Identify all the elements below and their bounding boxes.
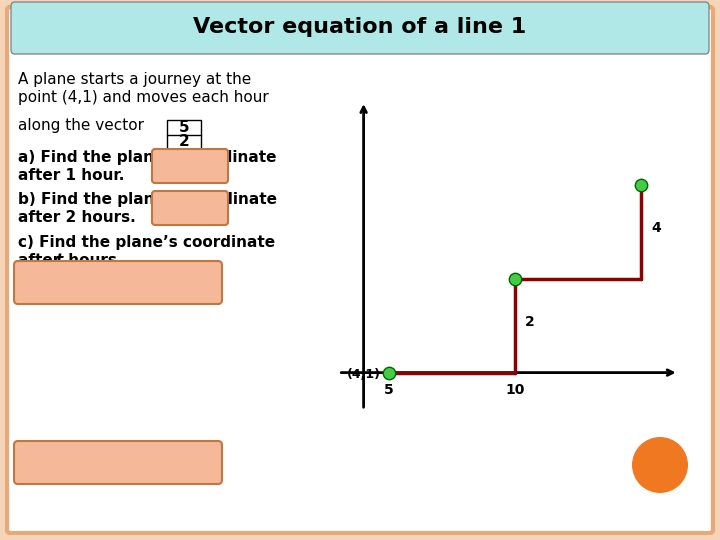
Text: 4: 4 <box>651 221 661 235</box>
Point <box>509 275 521 284</box>
Point <box>635 181 647 190</box>
Text: after 1 hour.: after 1 hour. <box>18 168 125 183</box>
FancyBboxPatch shape <box>7 7 713 533</box>
Circle shape <box>632 437 688 493</box>
Text: 10: 10 <box>505 383 524 397</box>
Text: after 2 hours.: after 2 hours. <box>18 210 136 225</box>
Text: (4,1): (4,1) <box>347 368 382 381</box>
Text: c) Find the plane’s coordinate: c) Find the plane’s coordinate <box>18 235 275 250</box>
FancyBboxPatch shape <box>14 441 222 484</box>
FancyBboxPatch shape <box>152 149 228 183</box>
Text: 5: 5 <box>179 119 189 134</box>
Text: 2: 2 <box>525 315 535 329</box>
Text: b) Find the plane’s coordinate: b) Find the plane’s coordinate <box>18 192 277 207</box>
Point <box>383 368 395 377</box>
Text: A plane starts a journey at the: A plane starts a journey at the <box>18 72 251 87</box>
FancyBboxPatch shape <box>152 191 228 225</box>
FancyBboxPatch shape <box>167 120 201 136</box>
Text: 5: 5 <box>384 383 394 397</box>
Text: after: after <box>18 253 66 268</box>
Text: 2: 2 <box>179 134 189 150</box>
FancyBboxPatch shape <box>11 2 709 54</box>
Text: hours.: hours. <box>63 253 122 268</box>
Text: a) Find the plane’s coordinate: a) Find the plane’s coordinate <box>18 150 276 165</box>
FancyBboxPatch shape <box>14 261 222 304</box>
Text: point (4,1) and moves each hour: point (4,1) and moves each hour <box>18 90 269 105</box>
Text: Vector equation of a line 1: Vector equation of a line 1 <box>194 17 526 37</box>
Text: t: t <box>55 253 62 268</box>
Text: along the vector: along the vector <box>18 118 144 133</box>
FancyBboxPatch shape <box>167 135 201 151</box>
